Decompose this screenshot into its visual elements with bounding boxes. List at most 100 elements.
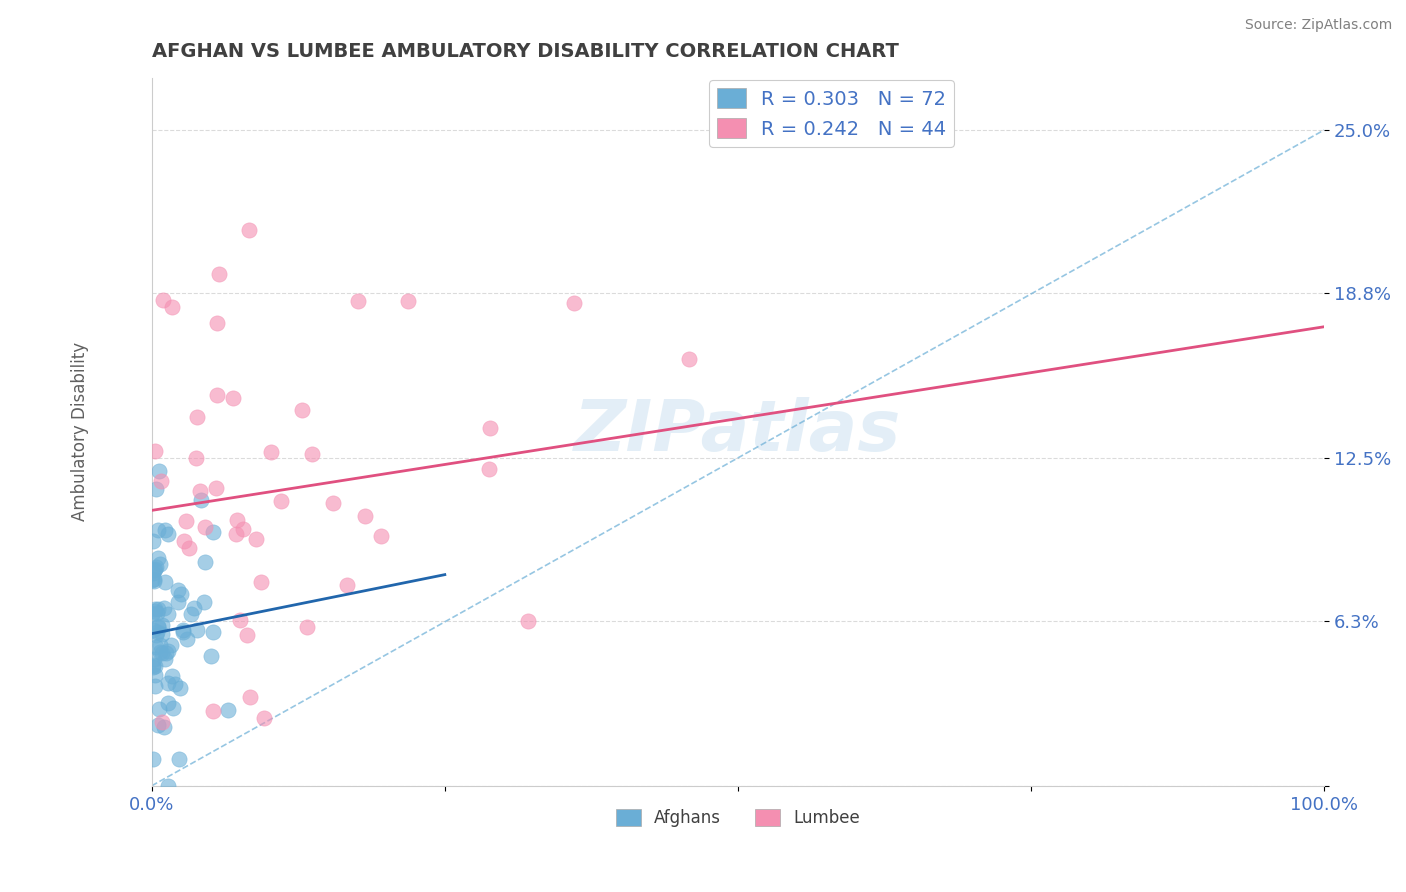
Text: Source: ZipAtlas.com: Source: ZipAtlas.com xyxy=(1244,18,1392,32)
Point xyxy=(478,420,501,434)
Point xyxy=(155,646,177,660)
Point xyxy=(193,594,215,608)
Point xyxy=(145,640,167,655)
Point xyxy=(152,720,174,734)
Point xyxy=(180,607,202,622)
Point xyxy=(143,574,166,589)
Point xyxy=(160,638,183,652)
Point xyxy=(202,525,225,540)
Point xyxy=(162,700,184,714)
Text: ZIPatlas: ZIPatlas xyxy=(574,397,901,467)
Point xyxy=(156,607,179,621)
Point xyxy=(238,223,260,237)
Point xyxy=(190,493,212,508)
Point xyxy=(153,523,176,537)
Point xyxy=(297,620,319,634)
Point xyxy=(336,578,359,592)
Point xyxy=(301,446,323,460)
Point xyxy=(163,677,186,691)
Point xyxy=(157,676,180,690)
Point xyxy=(155,574,177,589)
Point xyxy=(143,652,166,666)
Point xyxy=(142,534,165,549)
Point xyxy=(142,660,165,674)
Point xyxy=(146,550,169,565)
Point xyxy=(150,474,173,488)
Point xyxy=(205,387,228,401)
Point xyxy=(291,402,314,417)
Point xyxy=(205,481,228,495)
Point xyxy=(172,625,194,640)
Point xyxy=(145,482,167,496)
Point xyxy=(188,483,211,498)
Point xyxy=(270,494,292,508)
Point xyxy=(160,668,183,682)
Point xyxy=(156,643,179,657)
Point xyxy=(146,606,169,620)
Point xyxy=(201,704,224,718)
Point xyxy=(238,690,260,704)
Point xyxy=(143,572,166,586)
Point xyxy=(186,623,208,637)
Point xyxy=(148,718,170,732)
Point xyxy=(184,451,207,466)
Point xyxy=(260,445,283,459)
Legend: Afghans, Lumbee: Afghans, Lumbee xyxy=(609,803,866,834)
Point xyxy=(142,566,165,581)
Point xyxy=(186,409,208,424)
Point xyxy=(235,628,257,642)
Point xyxy=(141,574,163,588)
Point xyxy=(146,601,169,615)
Point xyxy=(146,620,169,634)
Point xyxy=(157,779,180,793)
Point xyxy=(148,702,170,716)
Point xyxy=(153,651,176,665)
Point xyxy=(562,296,585,310)
Point xyxy=(142,623,165,637)
Point xyxy=(396,293,419,308)
Point xyxy=(143,443,166,458)
Point xyxy=(149,645,172,659)
Point xyxy=(232,523,254,537)
Point xyxy=(217,703,239,717)
Point xyxy=(229,614,252,628)
Point xyxy=(176,632,198,646)
Point xyxy=(152,618,174,632)
Point xyxy=(142,752,165,766)
Point xyxy=(478,462,501,476)
Point xyxy=(156,696,179,710)
Point xyxy=(143,602,166,616)
Point xyxy=(225,526,247,541)
Point xyxy=(152,293,174,308)
Point xyxy=(370,529,392,543)
Point xyxy=(208,267,231,281)
Point xyxy=(143,562,166,576)
Point xyxy=(146,619,169,633)
Point xyxy=(145,627,167,641)
Point xyxy=(166,582,188,597)
Point xyxy=(202,624,225,639)
Point xyxy=(173,533,195,548)
Point xyxy=(200,649,222,664)
Point xyxy=(150,714,173,729)
Point xyxy=(143,604,166,618)
Y-axis label: Ambulatory Disability: Ambulatory Disability xyxy=(72,343,89,521)
Point xyxy=(142,657,165,672)
Point xyxy=(156,526,179,541)
Point xyxy=(322,496,344,510)
Point xyxy=(146,523,169,537)
Point xyxy=(174,514,197,528)
Point xyxy=(172,623,194,637)
Point xyxy=(183,601,205,615)
Point xyxy=(245,533,267,547)
Point xyxy=(146,625,169,640)
Point xyxy=(160,300,183,314)
Point xyxy=(150,627,173,641)
Point xyxy=(194,555,217,569)
Point xyxy=(145,560,167,574)
Point xyxy=(149,558,172,572)
Point xyxy=(169,681,191,695)
Point xyxy=(148,464,170,478)
Point xyxy=(222,392,245,406)
Point xyxy=(149,638,172,652)
